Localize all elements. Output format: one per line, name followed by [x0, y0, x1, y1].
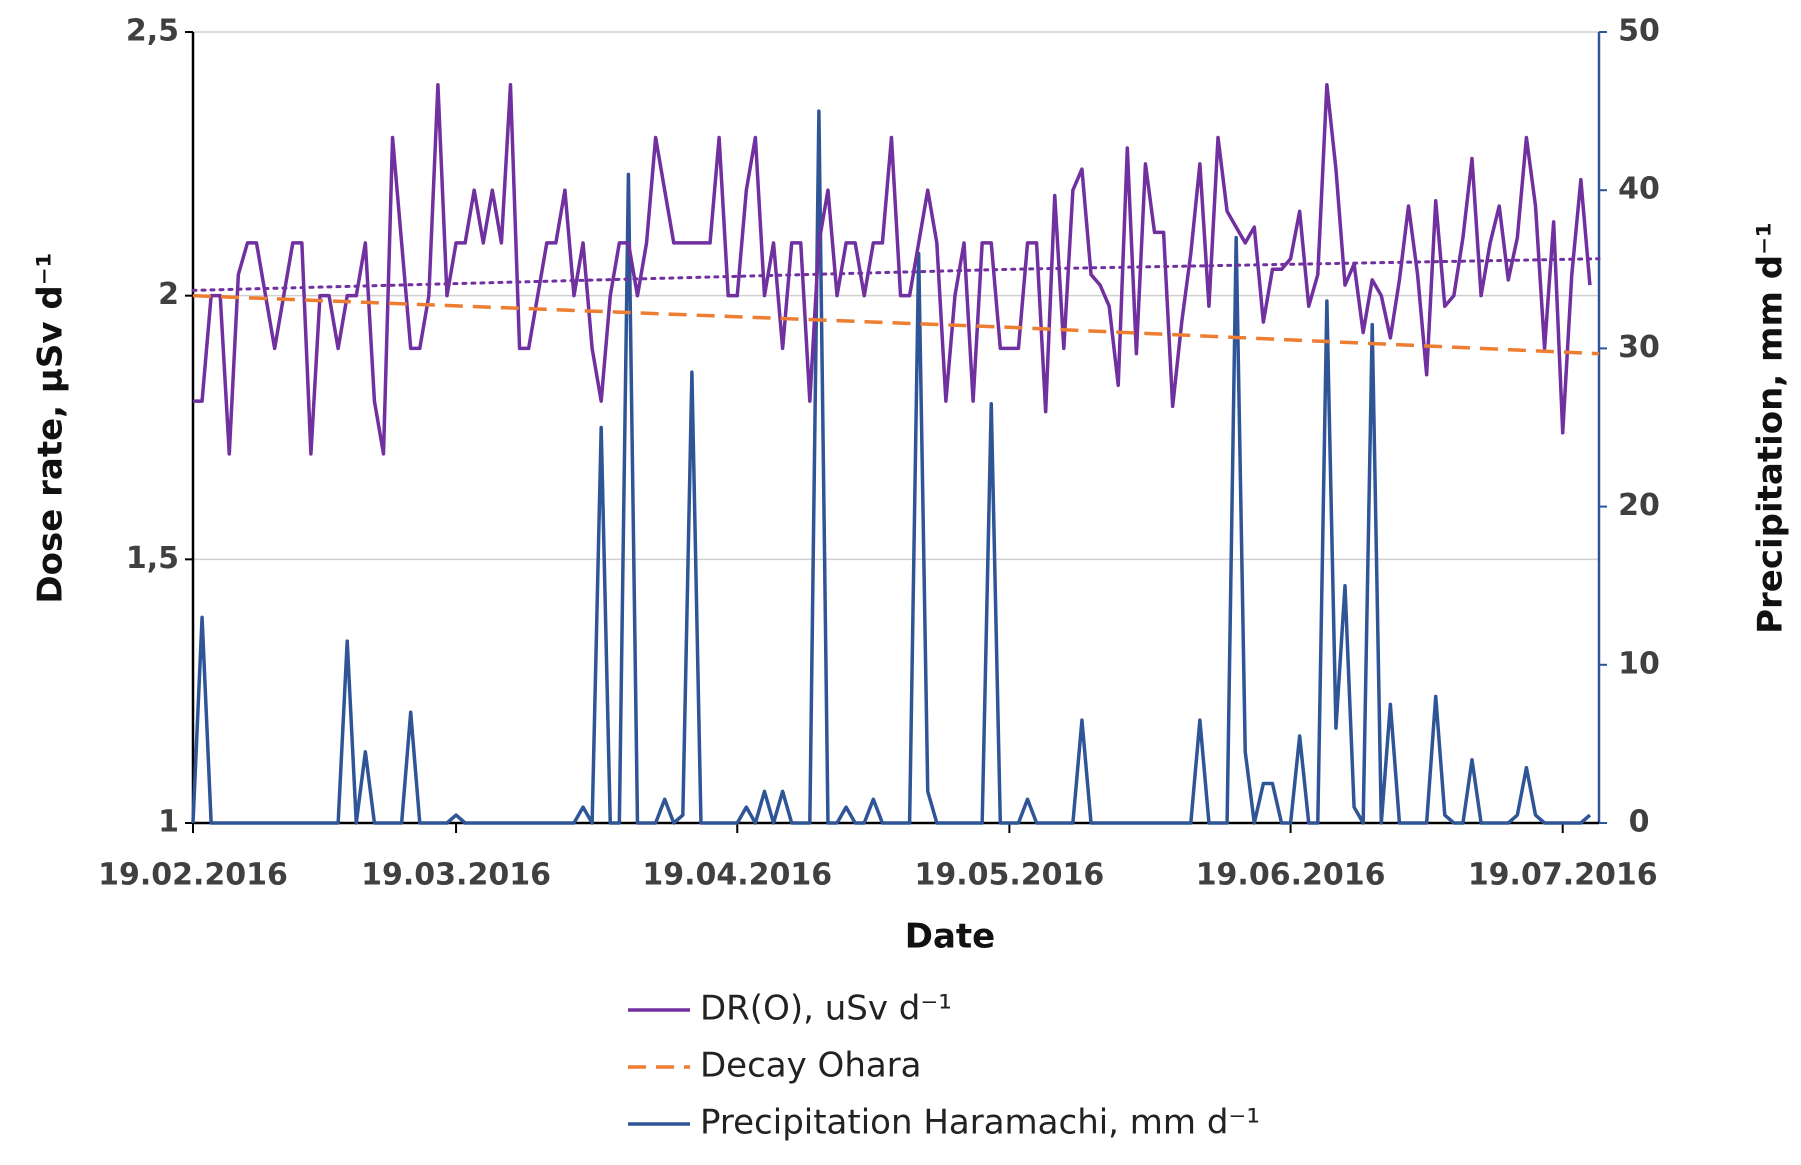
- x-tick-label: 19.02.2016: [98, 858, 288, 893]
- y-tick-label: 2,5: [126, 14, 179, 49]
- legend-label: Precipitation Haramachi, mm d⁻¹: [700, 1103, 1260, 1143]
- y-tick-label: 1,5: [126, 541, 179, 576]
- y2-tick-label: 40: [1618, 172, 1660, 207]
- data-line: [191, 257, 1601, 292]
- x-axis-title: Date: [905, 917, 995, 957]
- data-line: [193, 82, 1592, 456]
- x-tick-label: 19.05.2016: [914, 858, 1104, 893]
- x-tick-label: 19.03.2016: [361, 858, 551, 893]
- x-tick-label: 19.06.2016: [1196, 858, 1386, 893]
- y2-tick-label: 0: [1629, 805, 1650, 840]
- legend-label: DR(O), uSv d⁻¹: [700, 989, 952, 1029]
- y-tick-label: 1: [158, 805, 179, 840]
- x-tick-label: 19.04.2016: [642, 858, 832, 893]
- y2-tick-label: 30: [1618, 330, 1660, 365]
- y2-tick-label: 10: [1618, 646, 1660, 681]
- y2-tick-label: 50: [1618, 14, 1660, 49]
- y2-tick-label: 20: [1618, 488, 1660, 523]
- legend-label: Decay Ohara: [700, 1046, 922, 1086]
- x-tick-label: 19.07.2016: [1468, 858, 1658, 893]
- data-line: [191, 109, 1592, 825]
- y-tick-label: 2: [158, 277, 179, 312]
- y2-axis-title: Precipitation, mm d⁻¹: [1751, 222, 1791, 634]
- data-line: [192, 293, 1600, 356]
- y-axis-title: Dose rate, µSv d⁻¹: [31, 252, 71, 603]
